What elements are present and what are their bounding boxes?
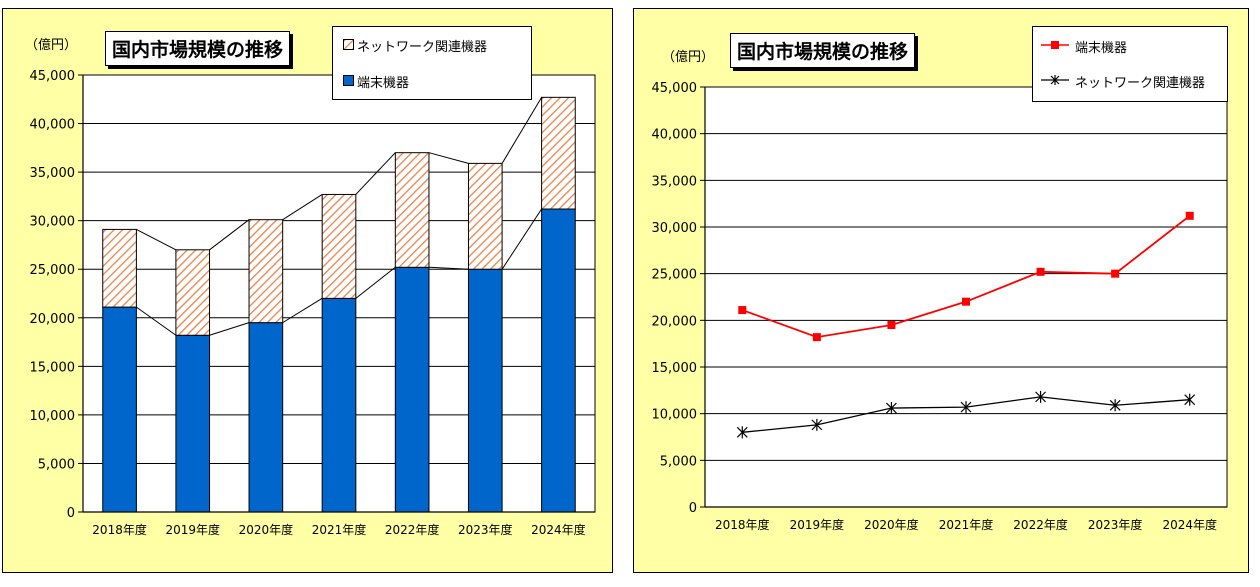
y-tick-label: 35,000 [652,174,698,189]
bar-network [175,249,211,336]
series-connector [136,228,177,251]
bar-network [321,193,357,299]
series-connector [209,322,250,336]
point-terminal [812,333,821,342]
bar-network [248,219,284,324]
right-chart-panel: 0 5,000 10,000 15,000 20,000 25,000 30,000 35,0… [633,8,1249,573]
point-network [811,418,823,431]
series-connector [136,306,177,336]
y-tick-label: 35,000 [30,166,76,181]
series-connector [355,152,396,195]
y-tick-label: 20,000 [30,312,76,327]
bar-terminal [467,268,503,513]
y-tick-label: 40,000 [30,118,76,133]
y-tick-label: 15,000 [30,360,76,375]
y-tick-label: 10,000 [652,408,698,423]
x-tick-label: 2018年度 [715,517,770,532]
bar-terminal [394,266,430,513]
y-tick-label: 25,000 [652,268,698,283]
line-chart: 0 5,000 10,000 15,000 20,000 25,000 30,000 35,0… [652,81,1228,532]
bar-network [394,152,430,268]
chart-title: 国内市場規模の推移 [730,33,916,68]
bar-terminal [248,322,284,513]
y-tick-label: 10,000 [30,409,76,424]
x-tick-label: 2021年度 [939,517,994,532]
asterisk-marker-icon [1041,75,1069,85]
plot-border [704,86,1228,508]
legend-label: ネットワーク関連機器 [357,40,488,55]
legend: ネットワーク関連機器 端末機器 [332,26,532,100]
left-chart-panel: 0 5,000 10,000 15,000 20,000 25,000 30,000 35,0… [2,8,613,573]
hatch-swatch-icon [343,39,354,50]
x-tick-label: 2019年度 [790,517,845,532]
point-network [1109,399,1121,412]
x-tick-label: 2023年度 [458,522,513,537]
bar-terminal [321,297,357,513]
legend-label: 端末機器 [1075,41,1128,56]
series-connector [428,152,469,164]
x-tick-label: 2022年度 [385,522,440,537]
x-tick-label: 2023年度 [1088,517,1143,532]
y-tick-label: 30,000 [30,215,76,230]
point-network [1035,390,1046,403]
point-terminal [1185,211,1194,220]
y-tick-label: 20,000 [652,314,698,329]
y-tick-label: 30,000 [652,221,698,236]
y-unit-label: （億円） [662,50,715,65]
series-connector [428,266,469,270]
point-terminal [887,321,896,329]
point-network [736,426,748,439]
y-tick-label: 0 [689,501,697,516]
y-tick-label: 45,000 [652,81,698,96]
y-tick-label: 15,000 [652,361,698,376]
bar-terminal [102,306,137,513]
x-tick-label: 2018年度 [92,522,147,537]
y-tick-label: 25,000 [30,263,76,278]
bar-terminal [175,334,211,513]
y-unit-label: （億円） [25,38,78,53]
point-network [1184,393,1196,406]
point-terminal [738,306,747,315]
bar-network [467,162,503,270]
red-square-marker-icon [1041,41,1069,49]
series-connector [501,97,543,164]
y-tick-label: 5,000 [660,454,697,469]
legend-label: 端末機器 [357,76,410,91]
x-tick-label: 2024年度 [1162,517,1217,532]
x-tick-label: 2022年度 [1013,517,1068,532]
point-terminal [1111,269,1120,278]
point-network [960,401,972,414]
bar-network [541,96,576,210]
y-tick-label: 5,000 [38,457,75,472]
x-tick-label: 2020年度 [864,517,919,532]
point-network [886,402,897,415]
plot-area [705,87,1227,507]
legend-label: ネットワーク関連機器 [1075,76,1206,91]
solid-swatch-icon [343,75,354,86]
series-connector [355,266,396,299]
legend: 端末機器 ネットワーク関連機器 [1032,26,1228,102]
x-tick-label: 2024年度 [531,522,586,537]
y-tick-label: 40,000 [652,128,698,143]
bar-network [102,228,137,308]
x-tick-label: 2020年度 [239,522,294,537]
y-tick-label: 45,000 [30,69,76,84]
x-tick-label: 2019年度 [165,522,220,537]
series-connector [282,297,323,324]
x-tick-label: 2021年度 [312,522,367,537]
bar-terminal [541,208,576,513]
point-terminal [962,297,970,306]
series-connector [282,194,323,221]
series-connector [501,208,543,270]
chart-title: 国内市場規模の推移 [105,31,291,66]
point-terminal [1036,267,1045,276]
series-connector [209,219,250,251]
stacked-bar-chart: 0 5,000 10,000 15,000 20,000 25,000 30,000 35,0… [30,69,596,537]
y-tick-label: 0 [67,506,75,521]
